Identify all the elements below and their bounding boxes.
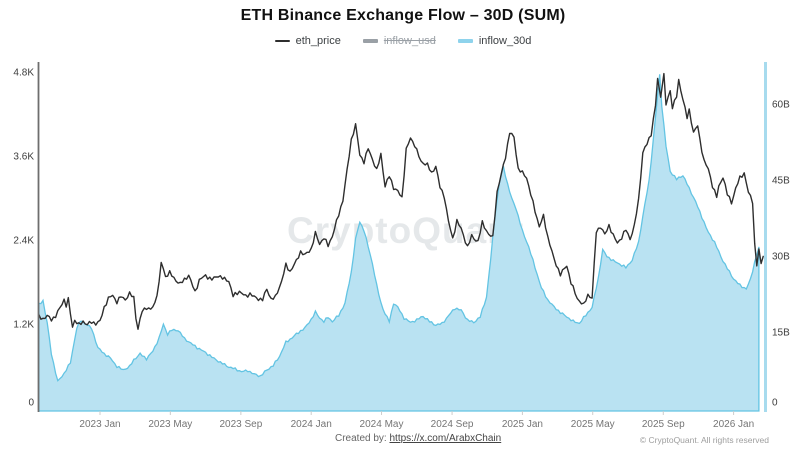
right-tick-60B: 60B [772,99,790,111]
right-tick-30B: 30B [772,251,790,263]
eth-price-line [38,72,764,330]
x-tick-2023-May: 2023 May [148,419,193,430]
legend-label: eth_price [295,35,341,47]
legend-item-inflow-30d[interactable]: inflow_30d [457,35,532,47]
inflow_usd-swatch-icon [362,39,378,43]
left-tick-3.6K: 3.6K [13,151,34,163]
x-tick-2024-May: 2024 May [359,419,404,430]
inflow_30d-swatch-icon [457,39,473,43]
x-tick-marks [99,411,735,415]
inflow-30d-area [38,74,760,412]
eth_price-swatch-icon [274,40,290,42]
x-tick-2025-Sep: 2025 Sep [641,419,685,430]
left-tick-0: 0 [28,397,34,409]
legend-label: inflow_usd [383,35,436,47]
x-tick-2023-Jan: 2023 Jan [79,419,121,430]
right-tick-0: 0 [772,397,778,409]
created-by-label: Created by: [335,433,390,444]
left-tick-4.8K: 4.8K [13,67,34,79]
right-tick-45B: 45B [772,175,790,187]
x-tick-2024-Jan: 2024 Jan [290,419,332,430]
legend: eth_price inflow_usd inflow_30d [0,35,806,47]
copyright-notice: © CryptoQuant. All rights reserved [639,435,769,445]
x-tick-2024-Sep: 2024 Sep [430,419,474,430]
creator-link[interactable]: https://x.com/ArabxChain [389,433,502,444]
left-tick-1.2K: 1.2K [13,319,34,331]
legend-item-eth-price[interactable]: eth_price [274,35,341,47]
x-tick-2023-Sep: 2023 Sep [219,419,263,430]
right-tick-15B: 15B [772,327,790,339]
created-by: Created by: https://x.com/ArabxChain [335,433,501,444]
x-tick-2025-May: 2025 May [570,419,615,430]
x-tick-2025-Jan: 2025 Jan [501,419,543,430]
chart-title: ETH Binance Exchange Flow – 30D (SUM) [240,7,566,24]
legend-label: inflow_30d [478,35,532,47]
left-tick-2.4K: 2.4K [13,235,34,247]
x-tick-2026-Jan: 2026 Jan [713,419,755,430]
cryptoquant-watermark: CryptoQuant [287,210,525,251]
legend-item-inflow-usd[interactable]: inflow_usd [362,35,436,47]
